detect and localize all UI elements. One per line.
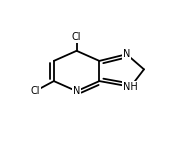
Text: N: N (123, 49, 130, 59)
Text: Cl: Cl (31, 86, 40, 96)
Text: NH: NH (123, 82, 138, 92)
Text: N: N (73, 86, 80, 96)
Text: Cl: Cl (72, 32, 81, 42)
